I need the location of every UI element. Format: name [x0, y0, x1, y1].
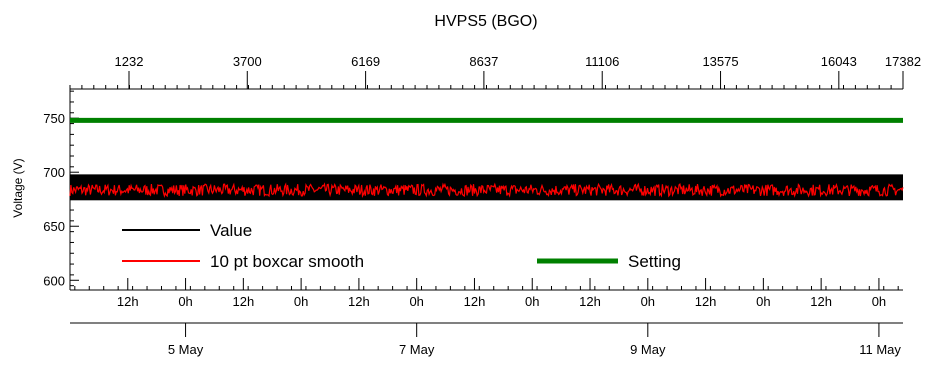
left-axis: 600 650 700 750: [43, 89, 79, 290]
top-tick-label: 1232: [115, 54, 144, 69]
bottom-tick-label: 0h: [294, 294, 308, 309]
date-tick-label: 9 May: [630, 342, 666, 357]
top-tick-label: 11106: [585, 54, 619, 69]
top-axis: 1232 3700 6169 8637 11106 13575 16043 17382: [69, 54, 921, 90]
chart-title: HVPS5 (BGO): [434, 13, 537, 30]
bottom-tick-label: 0h: [409, 294, 423, 309]
top-tick-label: 16043: [821, 54, 857, 69]
left-tick-label: 750: [43, 111, 65, 126]
bottom-tick-label: 12h: [348, 294, 370, 309]
bottom-tick-label: 0h: [641, 294, 655, 309]
bottom-tick-label: 12h: [695, 294, 717, 309]
legend-label-value: Value: [210, 221, 252, 240]
date-axis: 5 May 7 May 9 May 11 May: [70, 322, 903, 357]
bottom-axis: 12h 0h 12h 0h 12h 0h 12h 0h 12h 0h 12h 0h 12h 0h: [70, 278, 903, 309]
series-value-band: [70, 174, 903, 201]
date-tick-label: 7 May: [399, 342, 435, 357]
bottom-tick-label: 12h: [579, 294, 601, 309]
top-tick-label: 6169: [351, 54, 380, 69]
bottom-tick-label: 0h: [872, 294, 886, 309]
legend-label-setting: Setting: [628, 252, 681, 271]
left-tick-label: 600: [43, 273, 65, 288]
series-smooth-line: [69, 182, 904, 199]
bottom-tick-label: 12h: [810, 294, 832, 309]
date-tick-label: 11 May: [859, 342, 901, 357]
left-tick-label: 650: [43, 219, 65, 234]
y-axis-label: Voltage (V): [11, 158, 25, 217]
bottom-tick-label: 12h: [464, 294, 486, 309]
top-tick-label: 17382: [885, 54, 921, 69]
legend-label-smooth: 10 pt boxcar smooth: [210, 252, 364, 271]
date-tick-label: 5 May: [168, 342, 204, 357]
legend: Value 10 pt boxcar smooth Setting: [122, 221, 681, 271]
top-tick-label: 8637: [469, 54, 498, 69]
bottom-tick-label: 0h: [178, 294, 192, 309]
left-tick-label: 700: [43, 165, 65, 180]
bottom-tick-label: 12h: [232, 294, 254, 309]
bottom-tick-label: 0h: [756, 294, 770, 309]
bottom-tick-label: 0h: [525, 294, 539, 309]
top-tick-label: 3700: [233, 54, 262, 69]
bottom-tick-label: 12h: [117, 294, 139, 309]
plot-area: [69, 117, 904, 201]
top-tick-label: 13575: [702, 54, 738, 69]
